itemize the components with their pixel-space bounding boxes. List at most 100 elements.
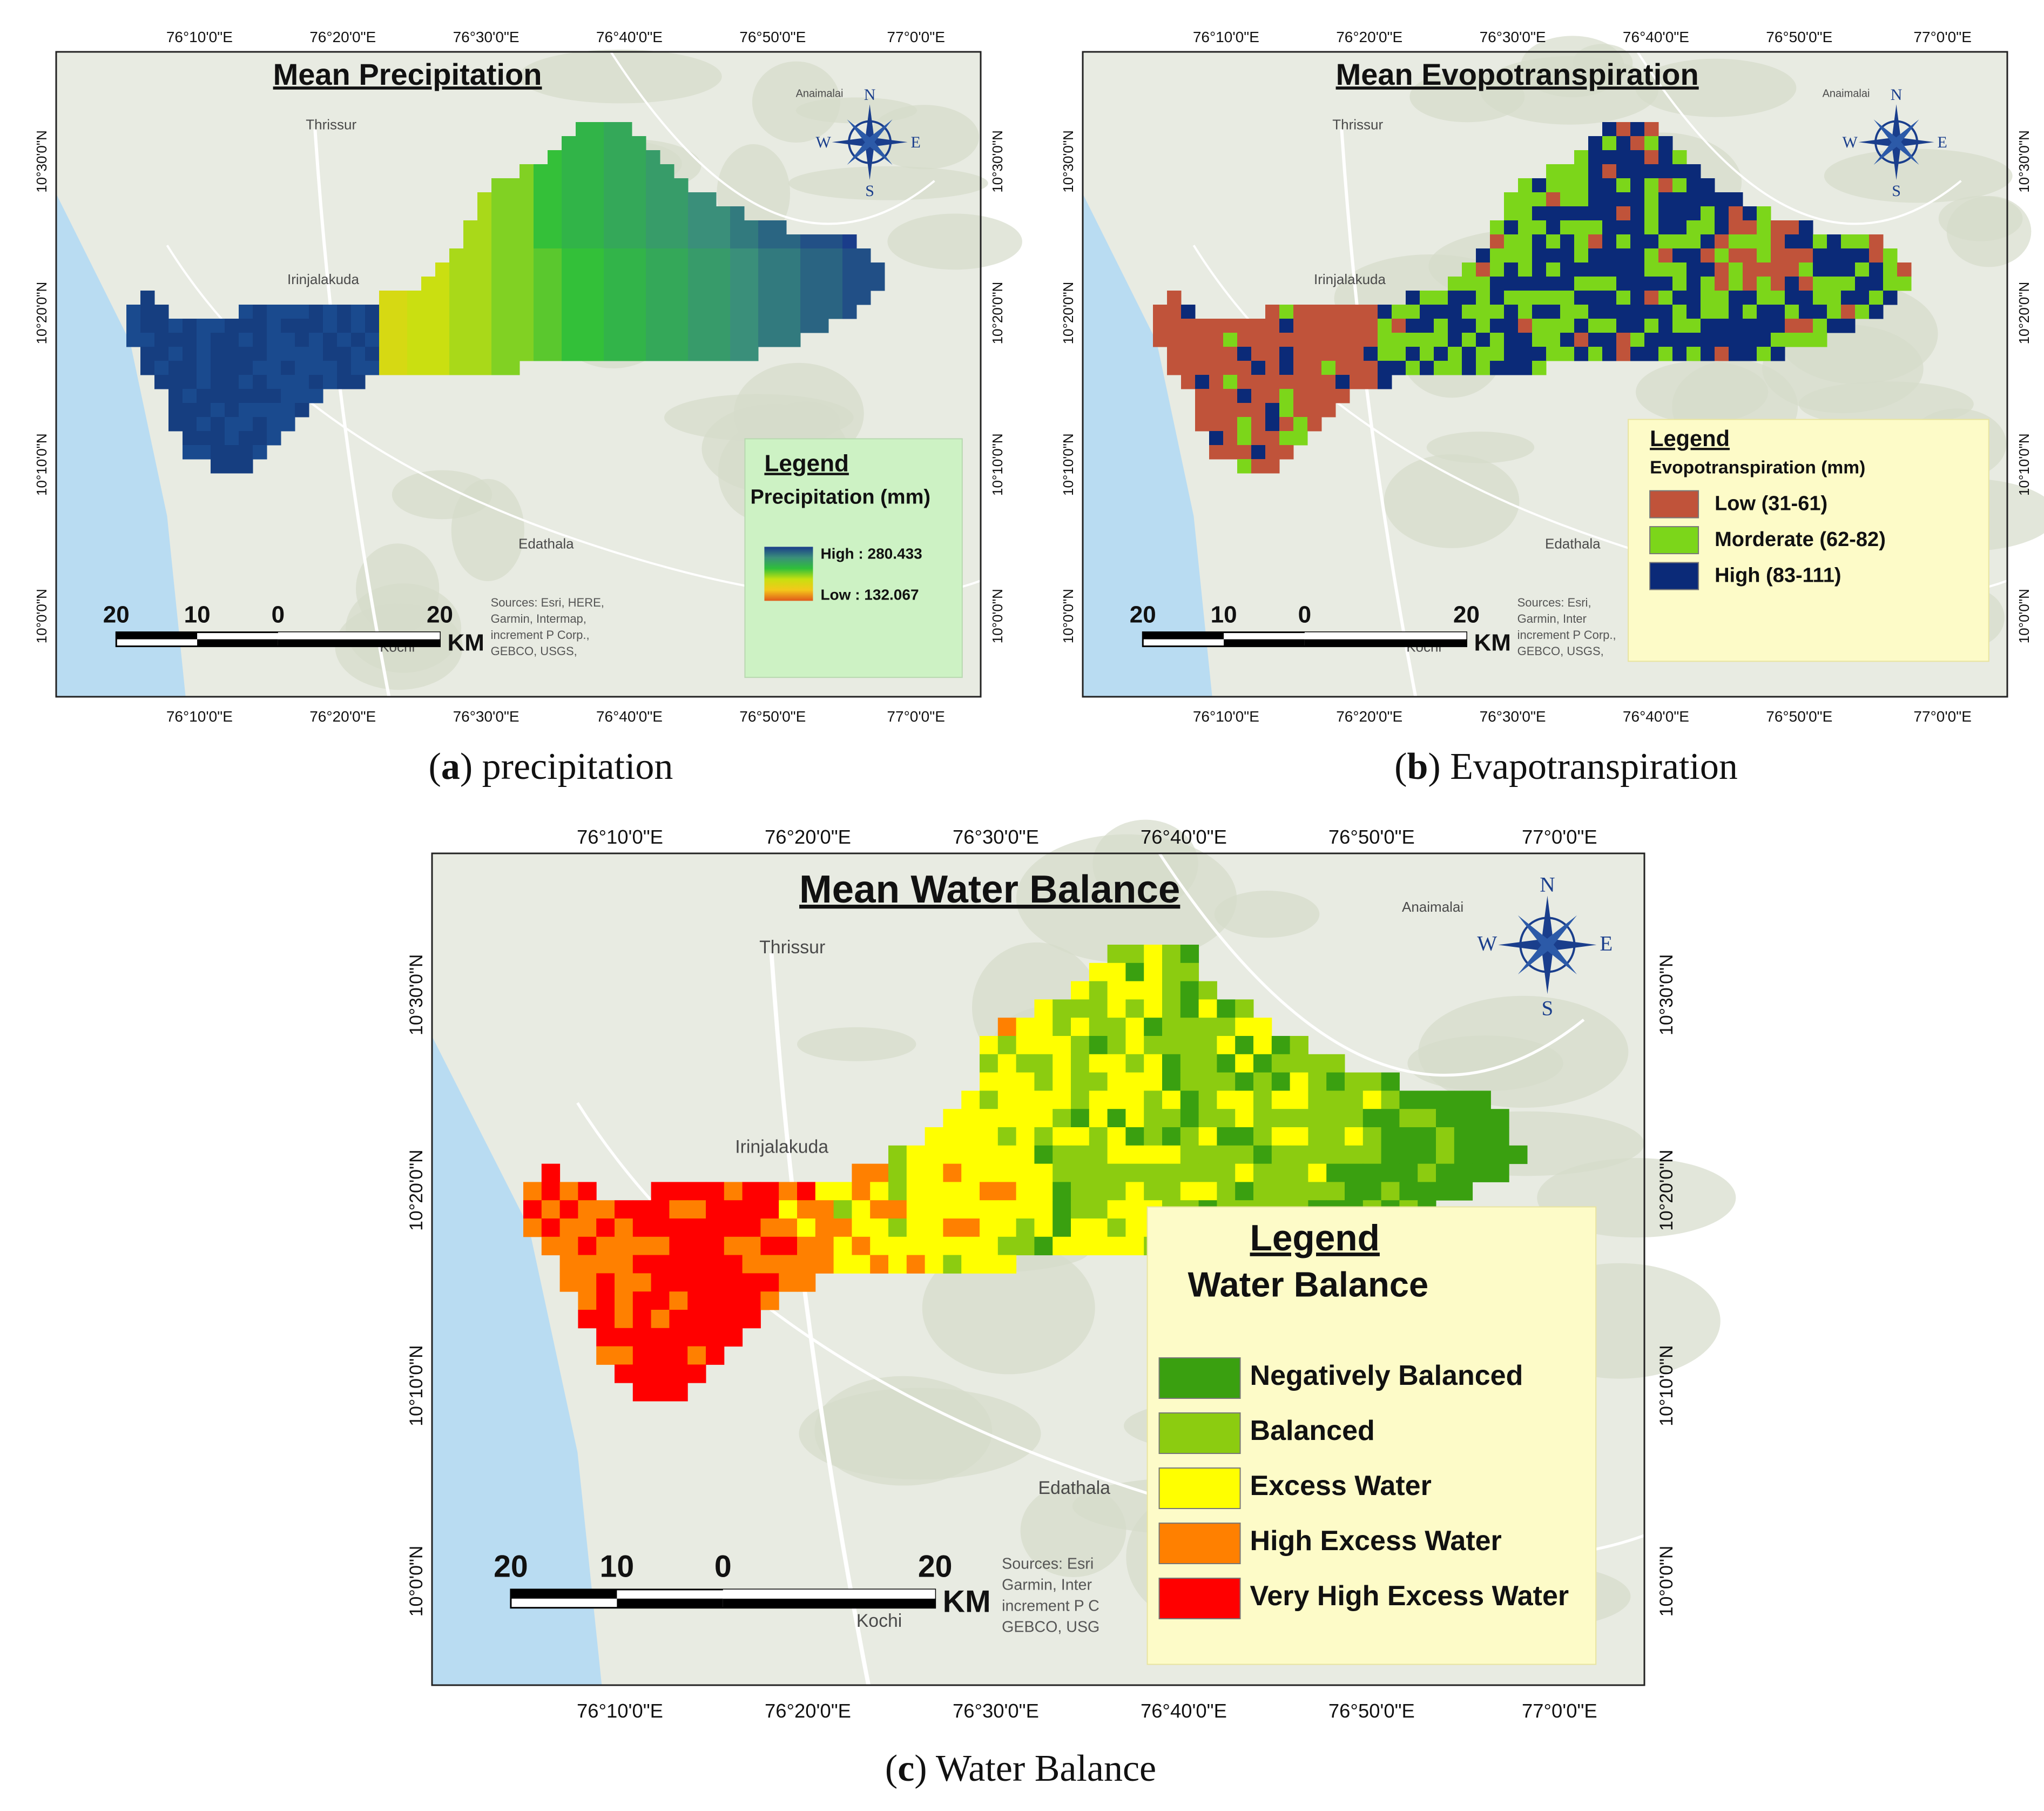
raster-cell (1071, 1218, 1090, 1237)
raster-cell (520, 277, 534, 291)
raster-cell (1701, 206, 1715, 221)
raster-cell (730, 333, 745, 347)
legend-class-label: Negatively Balanced (1250, 1360, 1523, 1391)
raster-cell (379, 333, 394, 347)
raster-cell (1518, 234, 1533, 249)
raster-cell (716, 291, 731, 305)
raster-cell (1251, 459, 1266, 474)
road (313, 129, 391, 697)
raster-cell (888, 1163, 907, 1182)
raster-cell (724, 1328, 743, 1347)
raster-cell (1518, 248, 1533, 263)
raster-cell (576, 347, 590, 361)
raster-cell (309, 319, 323, 333)
raster-cell (1743, 305, 1757, 319)
raster-cell (961, 1127, 980, 1146)
raster-cell (888, 1255, 907, 1274)
raster-cell (1279, 375, 1294, 389)
raster-cell (1616, 234, 1631, 249)
raster-cell (1307, 347, 1322, 361)
raster-cell (1448, 333, 1462, 347)
raster-cell (797, 1200, 816, 1219)
terrain-relief (887, 213, 1022, 270)
raster-cell (1071, 1090, 1090, 1109)
raster-cell (225, 431, 239, 446)
raster-cell (706, 1273, 725, 1292)
raster-cell (562, 319, 576, 333)
terrain-relief (451, 479, 524, 581)
raster-cell (1462, 291, 1476, 305)
raster-cell (687, 1346, 706, 1365)
raster-cell (1630, 277, 1645, 291)
lon-tick-bottom: 76°40'0"E (596, 708, 663, 725)
raster-cell (379, 319, 394, 333)
raster-cell (1307, 361, 1322, 375)
raster-cell (674, 178, 689, 193)
raster-cell (1251, 445, 1266, 460)
raster-cell (1644, 206, 1659, 221)
raster-cell (660, 347, 674, 361)
raster-cell (1016, 1018, 1035, 1036)
raster-cell (1293, 403, 1308, 418)
raster-cell (660, 277, 674, 291)
raster-cell (1125, 1163, 1144, 1182)
lat-tick-left: 10°20'0"N (33, 282, 50, 345)
raster-cell (225, 361, 239, 375)
raster-cell (1560, 319, 1575, 333)
raster-cell (716, 333, 731, 347)
legend-class-label: Very High Excess Water (1250, 1580, 1569, 1612)
raster-cell (520, 178, 534, 193)
raster-cell (1743, 347, 1757, 361)
scale-bar-segment (617, 1598, 723, 1608)
raster-cell (1476, 347, 1490, 361)
legend-class-label: Low (31-61) (1715, 493, 1827, 515)
raster-cell (786, 319, 801, 333)
raster-cell (1813, 277, 1827, 291)
raster-cell (744, 277, 759, 291)
raster-cell (1715, 277, 1729, 291)
raster-cell (590, 248, 604, 263)
raster-cell (1198, 1036, 1217, 1055)
raster-cell (1490, 333, 1505, 347)
raster-cell (1364, 319, 1378, 333)
raster-cell (1223, 347, 1238, 361)
raster-cell (183, 347, 197, 361)
raster-cell (548, 206, 562, 221)
raster-cell (1560, 248, 1575, 263)
raster-cell (1560, 262, 1575, 277)
raster-cell (800, 291, 815, 305)
raster-cell (1362, 1072, 1382, 1091)
raster-cell (674, 192, 689, 207)
raster-cell (1406, 333, 1420, 347)
road (1340, 129, 1418, 697)
raster-cell (337, 375, 352, 389)
raster-cell (1448, 277, 1462, 291)
raster-cell (1757, 333, 1771, 347)
raster-cell (1841, 262, 1856, 277)
raster-cell (1392, 333, 1406, 347)
raster-cell (618, 136, 632, 151)
raster-cell (1701, 347, 1715, 361)
raster-cell (1162, 1036, 1181, 1055)
raster-cell (1630, 136, 1645, 151)
raster-cell (1560, 234, 1575, 249)
raster-cell (523, 1218, 542, 1237)
raster-cell (407, 347, 422, 361)
raster-cell (687, 1255, 706, 1274)
raster-cell (1630, 192, 1645, 207)
terrain-relief (1938, 196, 2023, 241)
raster-cell (1293, 389, 1308, 403)
raster-cell (197, 361, 211, 375)
place-label: Irinjalakuda (1314, 271, 1386, 287)
raster-cell (1290, 1163, 1308, 1182)
raster-cell (505, 305, 520, 319)
raster-cell (1799, 319, 1813, 333)
raster-cell (1253, 1145, 1272, 1164)
raster-cell (604, 234, 618, 249)
raster-cell (1071, 1145, 1090, 1164)
raster-cell (1034, 1163, 1053, 1182)
scale-bar-segment (116, 632, 198, 639)
raster-cell (463, 319, 478, 333)
raster-cell (1532, 361, 1547, 375)
